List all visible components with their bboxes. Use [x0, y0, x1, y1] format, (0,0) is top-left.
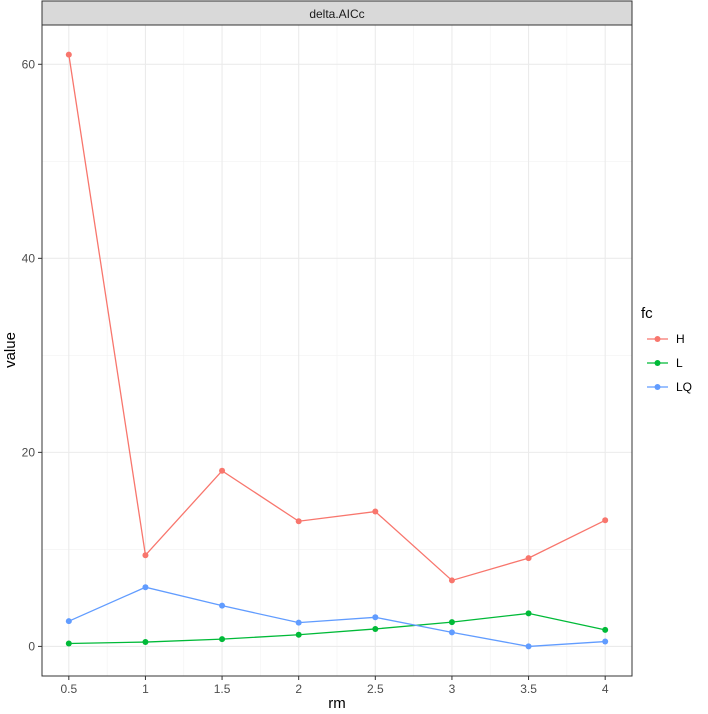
legend: fc HL LQ	[641, 305, 692, 394]
series-l-point	[448, 619, 455, 626]
series-lq-point	[219, 602, 226, 609]
series-l-point	[295, 631, 302, 638]
series-lq-point	[525, 643, 532, 650]
x-tick-label: 2.5	[367, 682, 384, 696]
legend-title: fc	[641, 305, 653, 322]
series-h-point	[448, 577, 455, 584]
x-tick-label: 3.5	[520, 682, 537, 696]
y-tick-label: 40	[22, 251, 36, 265]
panel-border	[41, 24, 633, 677]
series-h-point	[602, 517, 609, 524]
series-lq-point	[372, 614, 379, 621]
legend-label-lq: LQ	[676, 380, 692, 394]
legend-key-point	[654, 384, 661, 390]
legend-item-l: L	[647, 356, 683, 370]
series-h-point	[372, 508, 379, 515]
series-h-point	[142, 552, 149, 559]
legend-item-h: H	[647, 332, 685, 346]
x-tick-label: 0.5	[60, 682, 77, 696]
minor-gridlines	[42, 25, 632, 676]
y-tick-label: 60	[22, 57, 36, 71]
series-l-line	[68, 612, 606, 645]
x-tick-label: 1	[142, 682, 149, 696]
x-tick-label: 4	[602, 682, 609, 696]
series-h	[65, 51, 609, 584]
series-h-point	[525, 555, 532, 562]
series-lq-point	[295, 619, 302, 626]
legend-item-lq: LQ	[647, 380, 692, 394]
series-layer	[65, 51, 609, 650]
series-l-point	[602, 626, 609, 633]
y-tick-label: 0	[28, 639, 35, 653]
facet-strip	[41, 0, 633, 26]
x-tick-label: 1.5	[214, 682, 231, 696]
x-tick-label: 3	[449, 682, 456, 696]
series-h-line	[68, 54, 606, 582]
y-tick-label: 20	[22, 445, 36, 459]
legend-label-l: L	[676, 356, 683, 370]
y-axis: 0 20 40 60	[22, 57, 42, 653]
x-tick-label: 2	[295, 682, 302, 696]
x-axis: 0.5 1 1.5 2 2.5 3 3.5 4	[60, 676, 609, 696]
series-l	[65, 610, 609, 647]
series-l-point	[525, 610, 532, 617]
series-l-point	[65, 640, 72, 647]
series-h-point	[295, 518, 302, 525]
series-lq-line	[68, 586, 606, 648]
x-axis-title: rm	[328, 695, 346, 712]
series-l-point	[142, 639, 149, 646]
legend-key-point	[654, 336, 661, 342]
series-lq-point	[142, 584, 149, 591]
series-lq-point	[448, 629, 455, 636]
series-lq-point	[65, 618, 72, 625]
series-h-point	[65, 51, 72, 58]
series-l-point	[219, 636, 226, 643]
legend-key-point	[654, 360, 661, 366]
series-l-point	[372, 625, 379, 632]
y-axis-title: value	[2, 332, 19, 368]
legend-label-h: H	[676, 332, 685, 346]
series-lq-point	[602, 638, 609, 645]
facet-title: delta.AICc	[309, 7, 364, 21]
series-h-point	[219, 467, 226, 474]
series-lq	[65, 584, 609, 650]
